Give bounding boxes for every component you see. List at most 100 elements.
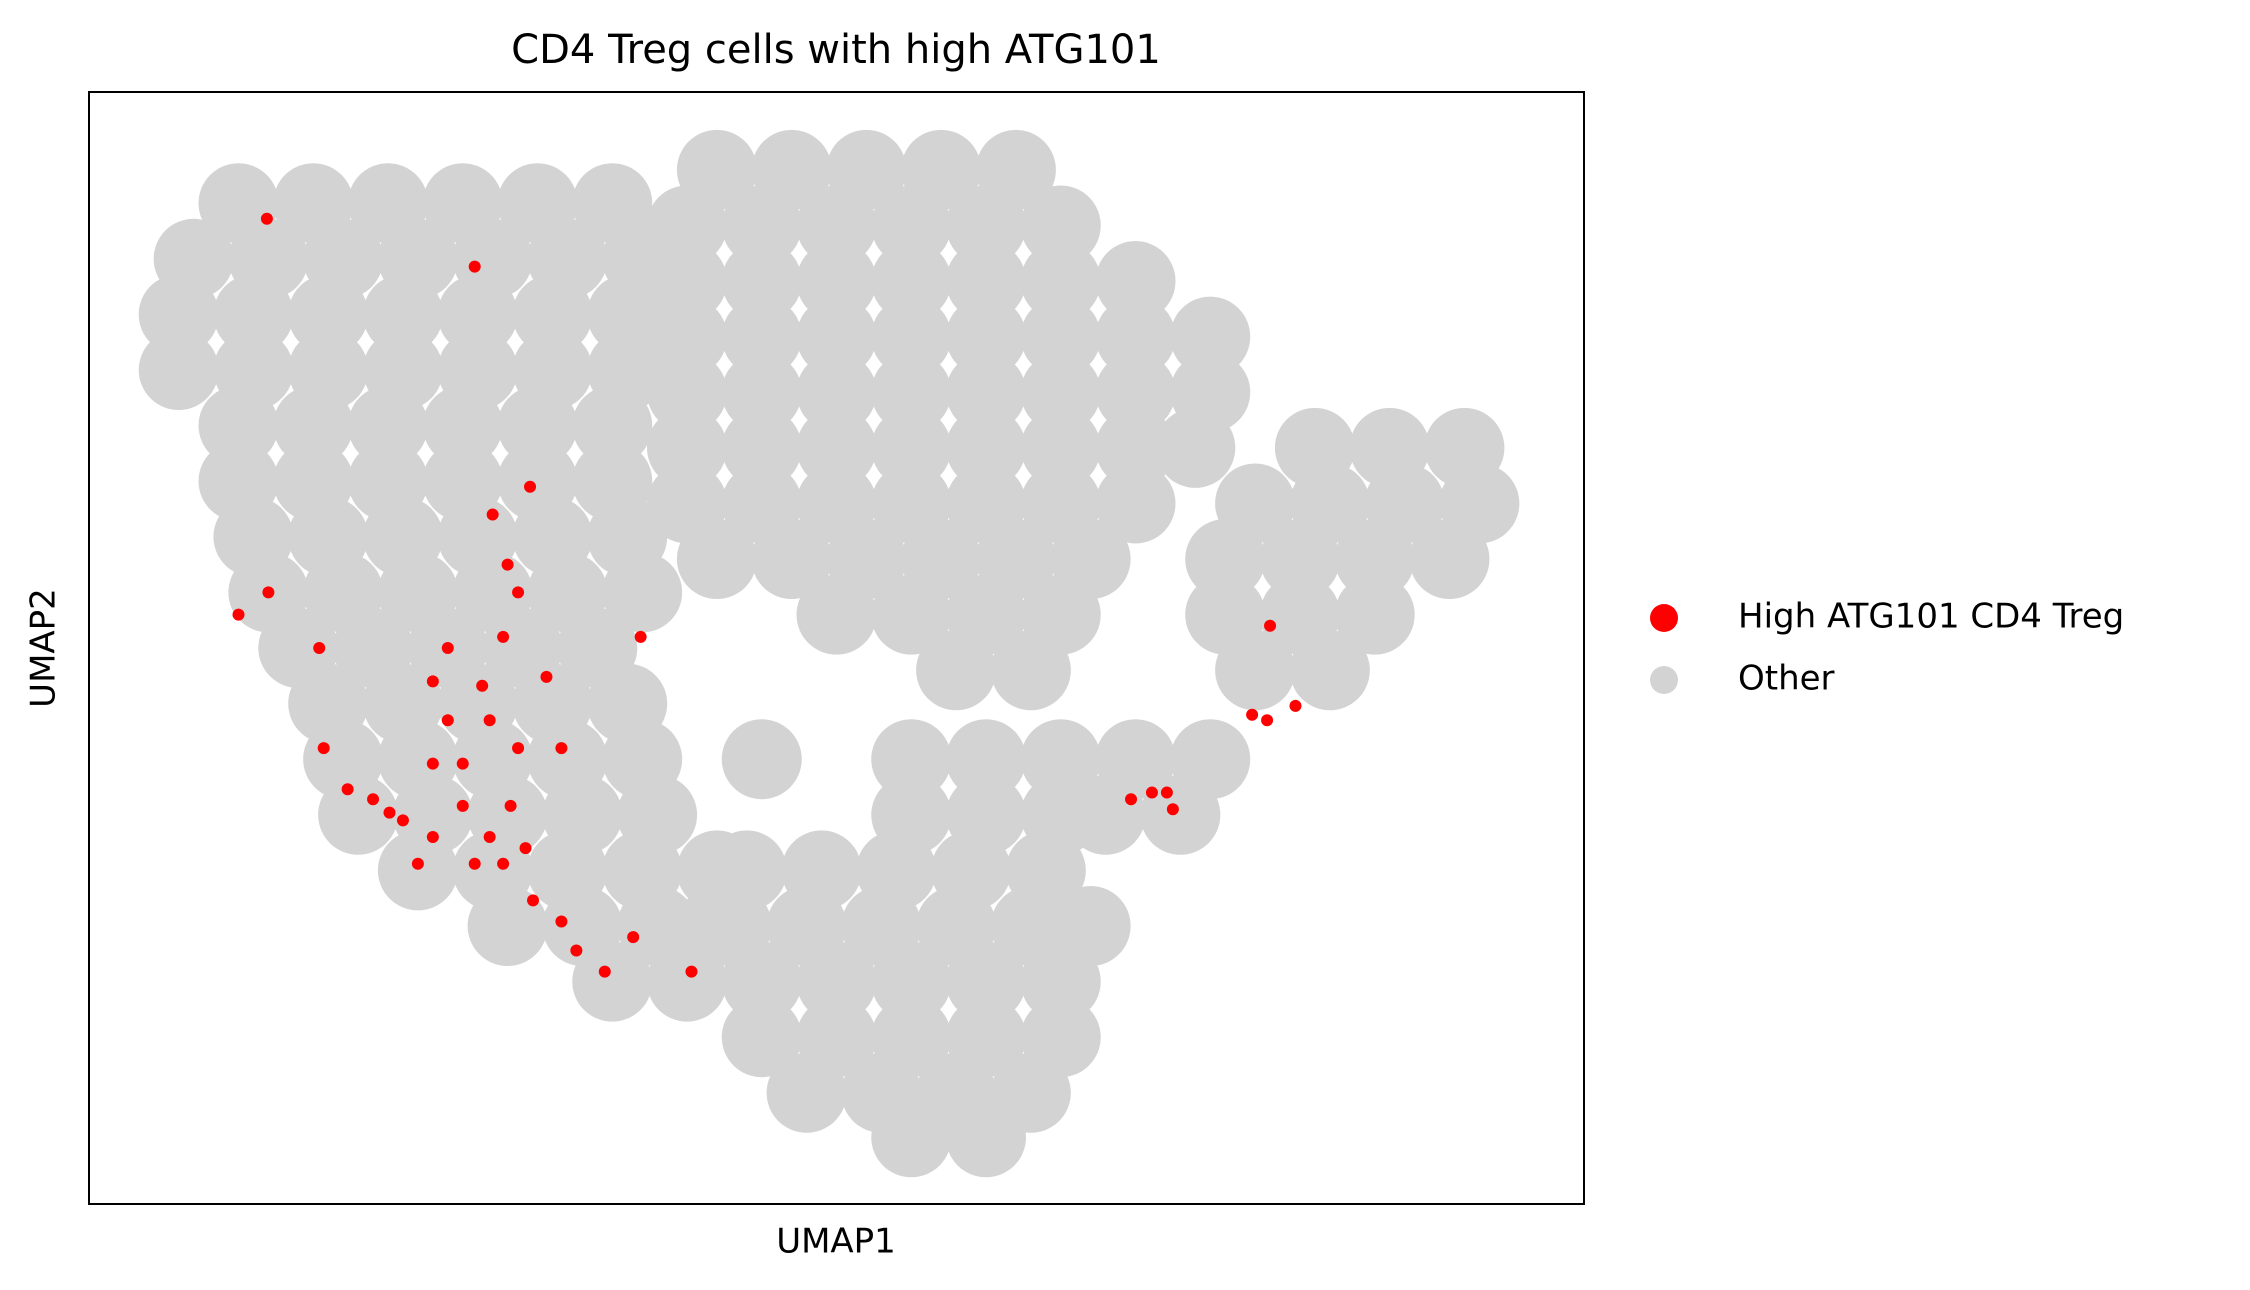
other-point (1020, 941, 1101, 1022)
other-point (1095, 463, 1176, 544)
highlight-point (497, 857, 510, 870)
other-point (422, 385, 503, 466)
highlight-point (313, 642, 326, 654)
other-point (721, 941, 802, 1022)
other-point (1259, 519, 1340, 600)
highlight-point (570, 944, 583, 957)
other-point (1155, 407, 1236, 488)
highlight-point (519, 842, 532, 855)
other-point (871, 352, 952, 433)
other-point (1095, 296, 1176, 377)
other-point (602, 552, 683, 633)
other-point (946, 241, 1026, 322)
other-point (796, 574, 877, 655)
other-point (946, 941, 1026, 1022)
highlight-point (468, 857, 481, 870)
highlight-point (262, 586, 275, 599)
highlight-point (468, 260, 481, 273)
other-point (871, 941, 952, 1022)
highlight-point (1264, 619, 1277, 632)
highlight-point (383, 806, 396, 819)
other-point (946, 352, 1026, 433)
other-point (318, 774, 399, 855)
highlight-point (426, 757, 439, 770)
other-point (871, 1097, 952, 1178)
other-point (647, 185, 727, 266)
other-point (766, 1052, 847, 1133)
other-point (138, 274, 219, 355)
other-point (1334, 519, 1415, 600)
highlight-point (540, 670, 553, 683)
other-point (467, 886, 548, 966)
other-point (1215, 630, 1296, 711)
other-point (1095, 352, 1176, 433)
highlight-point (486, 508, 499, 521)
plot-frame (88, 91, 1585, 1205)
highlight-point (441, 642, 454, 654)
other-point (721, 407, 802, 488)
other-point (497, 385, 578, 466)
other-point (1020, 296, 1101, 377)
other-point (1095, 407, 1176, 488)
other-point (946, 407, 1026, 488)
highlight-point (411, 857, 424, 870)
other-point (721, 296, 802, 377)
other-point (721, 241, 802, 322)
legend-marker (1650, 666, 1678, 694)
other-point (796, 352, 877, 433)
other-point (721, 352, 802, 433)
other-point (796, 185, 877, 266)
other-point (1185, 519, 1266, 600)
highlight-point (1289, 699, 1302, 712)
other-point (647, 241, 727, 322)
highlight-point (598, 965, 611, 978)
legend-label: Other (1738, 659, 1835, 699)
other-point (721, 997, 802, 1078)
other-point (138, 330, 219, 410)
highlight-point (555, 915, 568, 928)
other-point (796, 941, 877, 1022)
highlight-point (501, 558, 514, 571)
other-point (512, 274, 593, 355)
other-point (721, 185, 802, 266)
highlight-point (524, 480, 537, 493)
other-point (871, 719, 952, 800)
other-point (572, 941, 653, 1022)
other-point (1334, 574, 1415, 655)
other-point (1020, 719, 1101, 800)
highlight-point (555, 742, 568, 755)
other-point (1020, 352, 1101, 433)
other-point (796, 407, 877, 488)
other-point (647, 352, 727, 433)
highlight-point (341, 783, 354, 796)
other-point (213, 274, 294, 355)
highlight-point (441, 714, 454, 727)
highlight-point (367, 793, 380, 806)
highlight-point (1246, 708, 1259, 721)
highlight-point (483, 714, 496, 727)
other-point (647, 296, 727, 377)
highlight-point (1261, 714, 1274, 727)
other-point (1020, 185, 1101, 266)
other-point (1140, 774, 1221, 855)
highlight-point (1166, 803, 1179, 816)
other-point (1170, 296, 1251, 377)
other-point (288, 274, 369, 355)
other-point (946, 719, 1026, 800)
highlight-point (512, 586, 525, 599)
other-point (676, 519, 757, 600)
highlight-point (456, 799, 469, 812)
other-point (1020, 407, 1101, 488)
legend-marker (1650, 604, 1678, 632)
other-point (721, 719, 802, 800)
other-point (273, 385, 354, 466)
other-point (198, 385, 279, 466)
highlight-point (483, 831, 496, 844)
highlight-point (685, 965, 698, 978)
highlight-point (1145, 786, 1158, 799)
points (138, 129, 1520, 1178)
other-point (1289, 630, 1370, 711)
highlight-point (497, 630, 510, 643)
highlight-point (1125, 793, 1138, 806)
